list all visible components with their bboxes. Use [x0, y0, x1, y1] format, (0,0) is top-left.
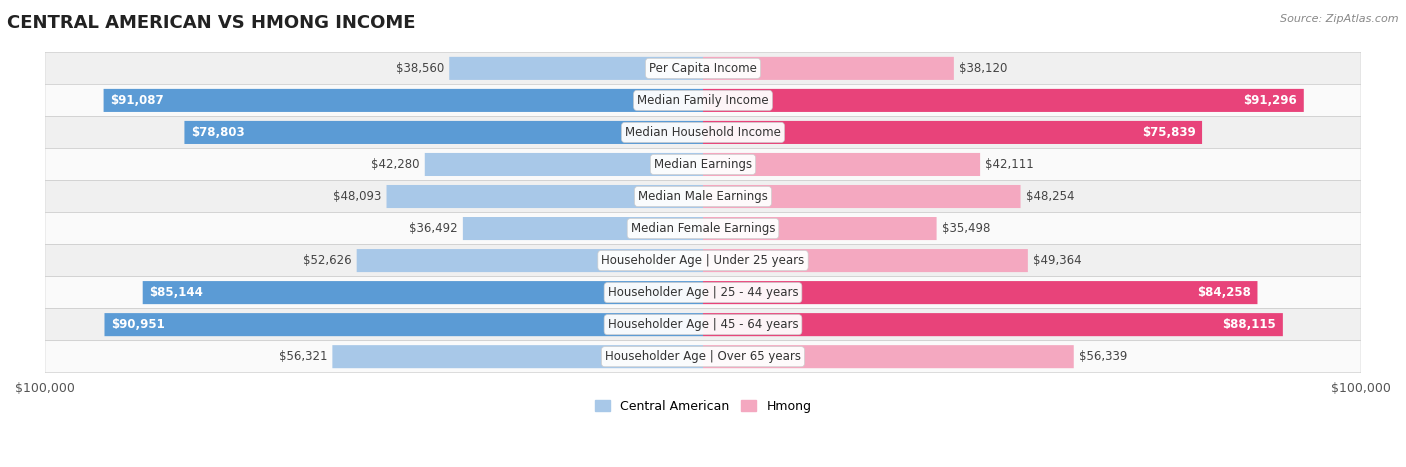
Text: $85,144: $85,144: [149, 286, 202, 299]
FancyBboxPatch shape: [703, 217, 936, 240]
FancyBboxPatch shape: [45, 212, 1361, 245]
Text: $91,087: $91,087: [110, 94, 163, 107]
Text: $48,254: $48,254: [1026, 190, 1074, 203]
Text: $48,093: $48,093: [333, 190, 381, 203]
Text: Median Household Income: Median Household Income: [626, 126, 780, 139]
FancyBboxPatch shape: [703, 249, 1028, 272]
Text: Per Capita Income: Per Capita Income: [650, 62, 756, 75]
Text: $49,364: $49,364: [1033, 254, 1081, 267]
Text: $84,258: $84,258: [1197, 286, 1251, 299]
Text: $38,560: $38,560: [395, 62, 444, 75]
Text: $52,626: $52,626: [302, 254, 352, 267]
Text: $91,296: $91,296: [1243, 94, 1298, 107]
Legend: Central American, Hmong: Central American, Hmong: [589, 395, 817, 417]
Text: Householder Age | 45 - 64 years: Householder Age | 45 - 64 years: [607, 318, 799, 331]
Text: CENTRAL AMERICAN VS HMONG INCOME: CENTRAL AMERICAN VS HMONG INCOME: [7, 14, 416, 32]
Text: Householder Age | Under 25 years: Householder Age | Under 25 years: [602, 254, 804, 267]
FancyBboxPatch shape: [45, 340, 1361, 373]
Text: $88,115: $88,115: [1223, 318, 1277, 331]
FancyBboxPatch shape: [703, 185, 1021, 208]
Text: $42,111: $42,111: [986, 158, 1035, 171]
FancyBboxPatch shape: [45, 149, 1361, 180]
FancyBboxPatch shape: [703, 121, 1202, 144]
FancyBboxPatch shape: [425, 153, 703, 176]
Text: $42,280: $42,280: [371, 158, 419, 171]
FancyBboxPatch shape: [45, 52, 1361, 85]
FancyBboxPatch shape: [45, 245, 1361, 276]
FancyBboxPatch shape: [104, 89, 703, 112]
FancyBboxPatch shape: [45, 309, 1361, 340]
FancyBboxPatch shape: [463, 217, 703, 240]
FancyBboxPatch shape: [387, 185, 703, 208]
FancyBboxPatch shape: [142, 281, 703, 304]
FancyBboxPatch shape: [450, 57, 703, 80]
Text: Median Male Earnings: Median Male Earnings: [638, 190, 768, 203]
FancyBboxPatch shape: [703, 313, 1282, 336]
FancyBboxPatch shape: [703, 345, 1074, 368]
Text: $90,951: $90,951: [111, 318, 165, 331]
FancyBboxPatch shape: [45, 116, 1361, 149]
FancyBboxPatch shape: [332, 345, 703, 368]
Text: Householder Age | Over 65 years: Householder Age | Over 65 years: [605, 350, 801, 363]
Text: Source: ZipAtlas.com: Source: ZipAtlas.com: [1281, 14, 1399, 24]
Text: $56,321: $56,321: [278, 350, 328, 363]
Text: Median Earnings: Median Earnings: [654, 158, 752, 171]
Text: $75,839: $75,839: [1142, 126, 1195, 139]
Text: $78,803: $78,803: [191, 126, 245, 139]
FancyBboxPatch shape: [184, 121, 703, 144]
Text: $56,339: $56,339: [1078, 350, 1128, 363]
FancyBboxPatch shape: [45, 180, 1361, 212]
Text: $36,492: $36,492: [409, 222, 457, 235]
Text: $35,498: $35,498: [942, 222, 990, 235]
Text: Median Female Earnings: Median Female Earnings: [631, 222, 775, 235]
FancyBboxPatch shape: [703, 89, 1303, 112]
FancyBboxPatch shape: [104, 313, 703, 336]
Text: Median Family Income: Median Family Income: [637, 94, 769, 107]
FancyBboxPatch shape: [703, 281, 1257, 304]
FancyBboxPatch shape: [45, 276, 1361, 309]
FancyBboxPatch shape: [357, 249, 703, 272]
FancyBboxPatch shape: [703, 57, 953, 80]
Text: $38,120: $38,120: [959, 62, 1008, 75]
FancyBboxPatch shape: [703, 153, 980, 176]
FancyBboxPatch shape: [45, 85, 1361, 116]
Text: Householder Age | 25 - 44 years: Householder Age | 25 - 44 years: [607, 286, 799, 299]
